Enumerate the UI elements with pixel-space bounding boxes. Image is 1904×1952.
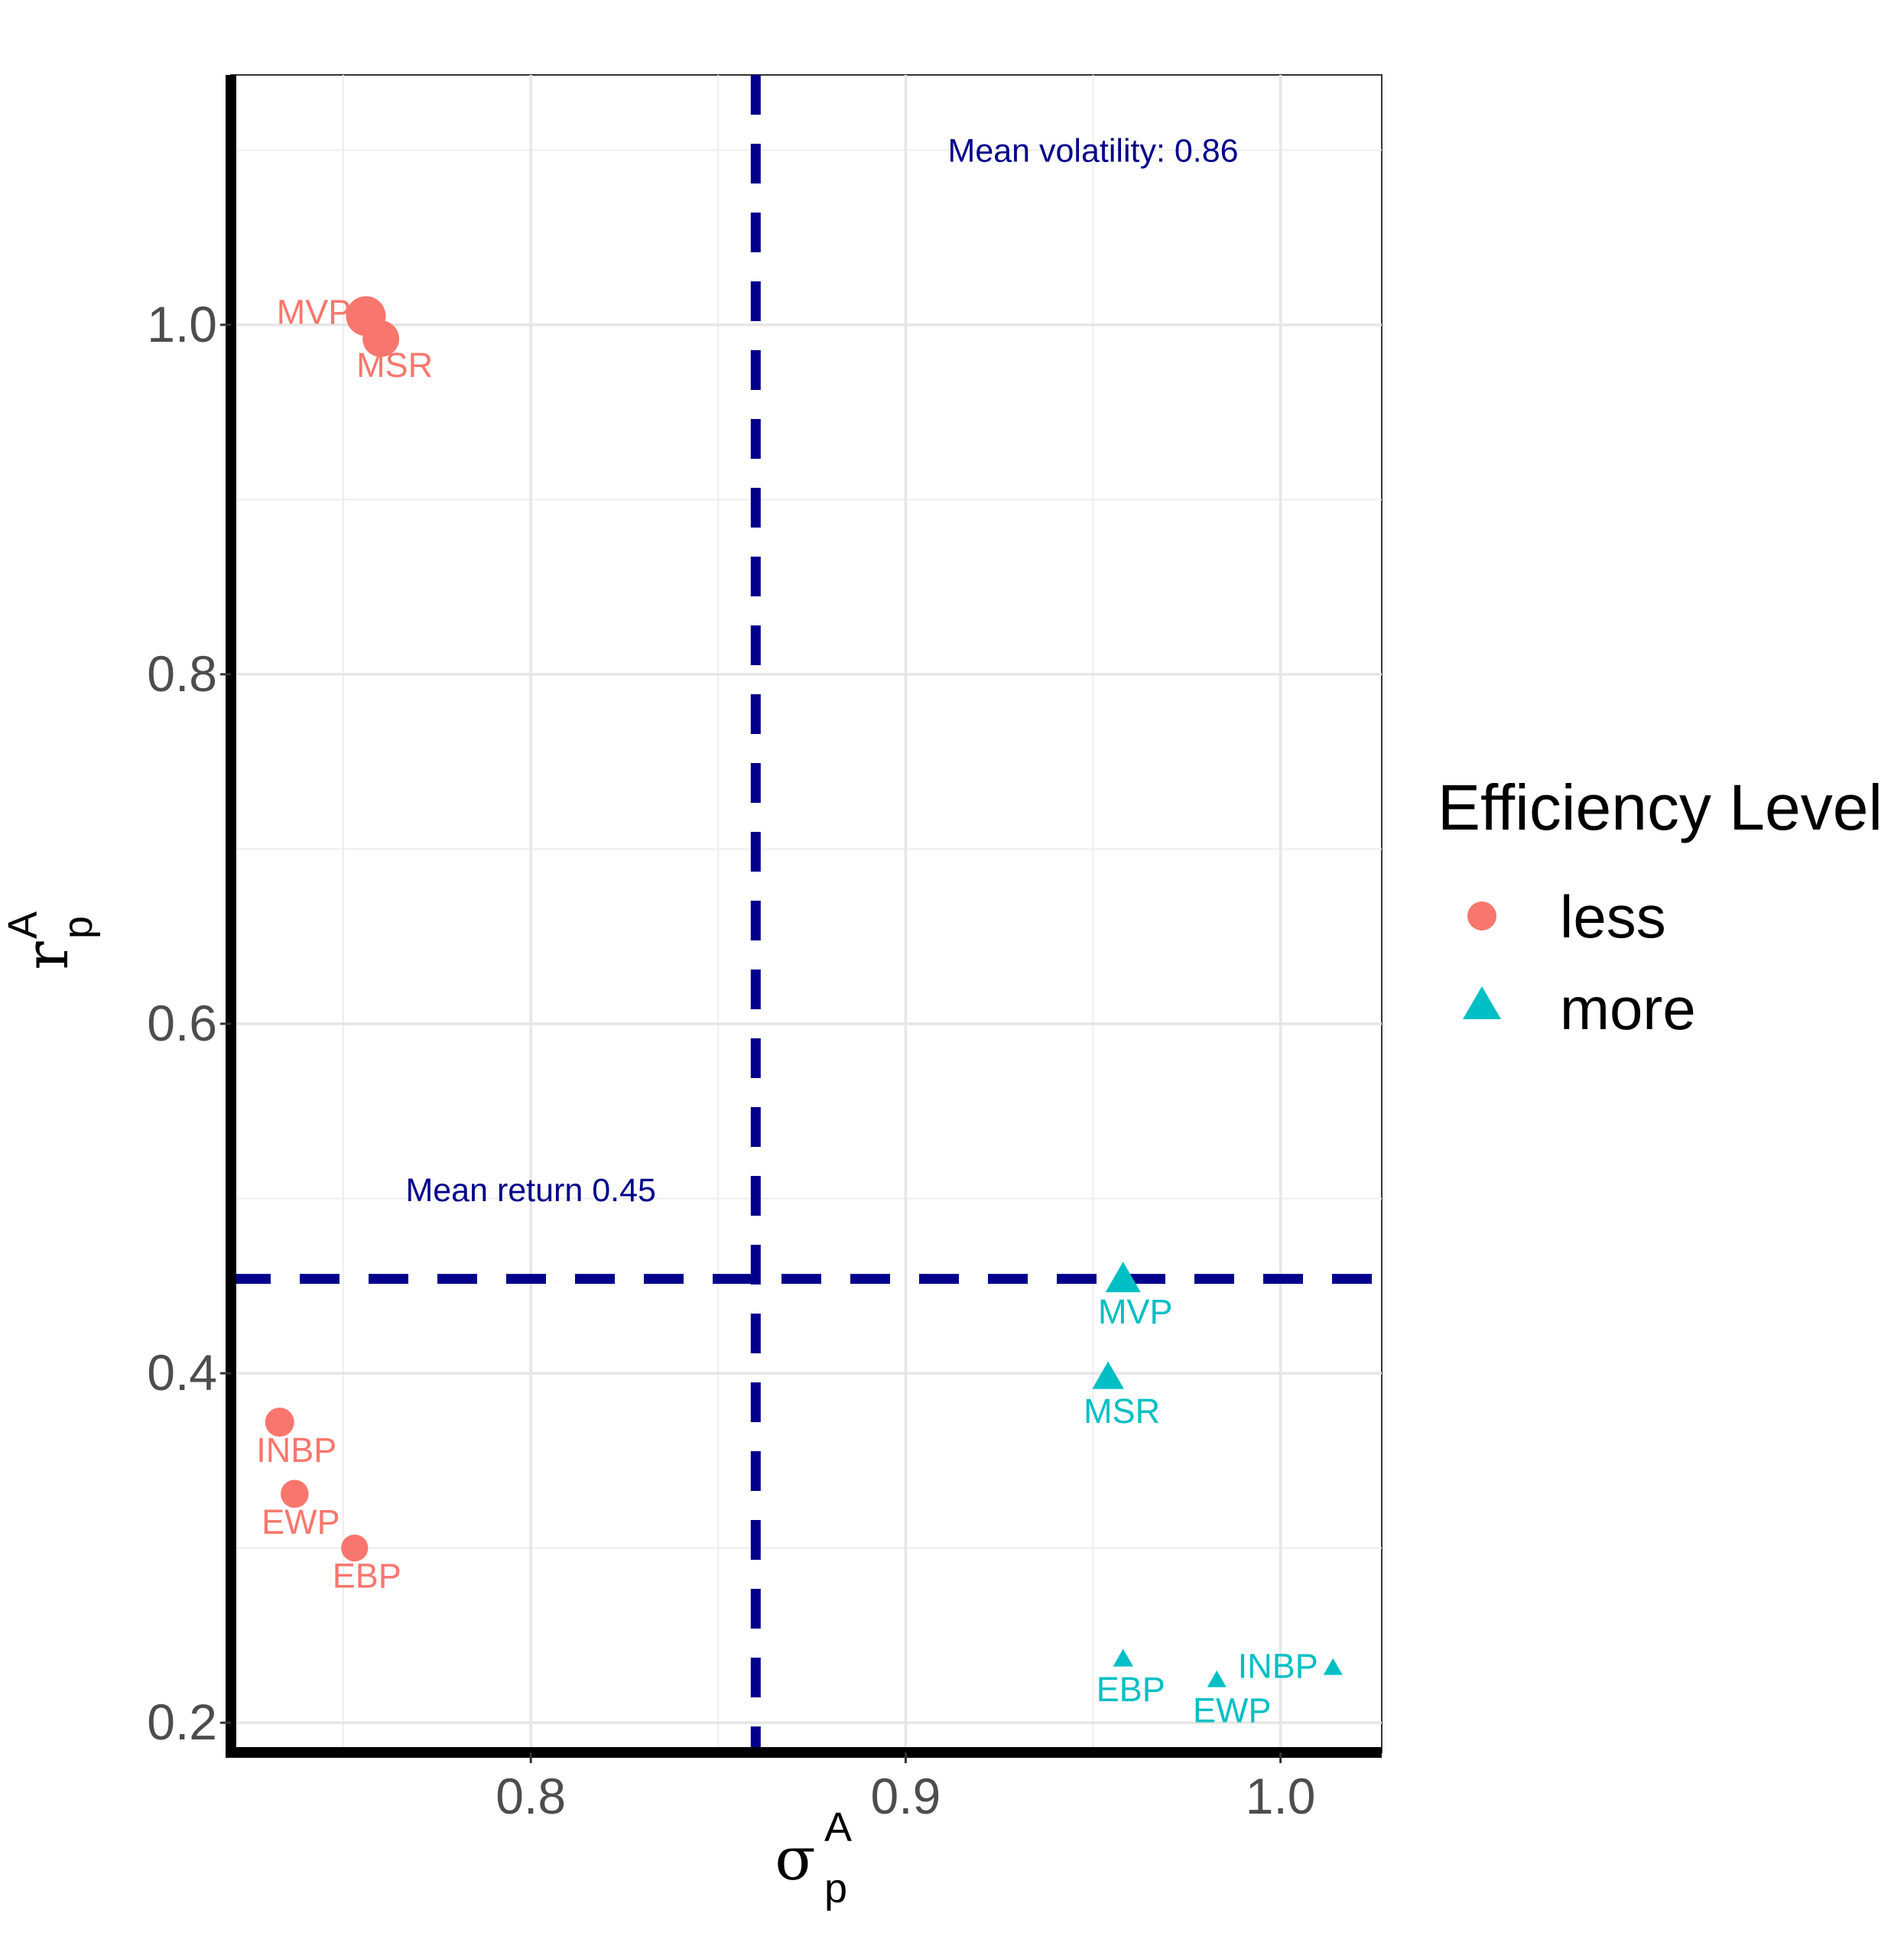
point-label-more-inbp: INBP	[1238, 1646, 1318, 1685]
legend-label-less: less	[1560, 883, 1666, 950]
plot-panel	[230, 74, 1383, 1753]
legend-title: Efficiency Level	[1438, 771, 1883, 843]
annotation-1: Mean return 0.45	[405, 1172, 655, 1209]
point-more-inbp	[1323, 1658, 1343, 1675]
legend-key-less	[1467, 901, 1496, 931]
point-label-less-mvp: MVP	[277, 292, 352, 331]
y-axis-title-superscript: A	[0, 911, 46, 939]
legend-label-more: more	[1560, 975, 1696, 1042]
point-label-more-ebp: EBP	[1097, 1670, 1165, 1709]
y-tick-label: 0.4	[147, 1344, 217, 1401]
point-more-mvp	[1105, 1262, 1141, 1293]
annotation-0: Mean volatility: 0.86	[948, 132, 1239, 169]
point-less-ebp	[341, 1535, 369, 1562]
annotations: Mean volatility: 0.86 Mean return 0.45	[405, 132, 1238, 1209]
point-label-less-ewp: EWP	[262, 1502, 340, 1541]
x-axis-title-text: σ	[775, 1825, 815, 1894]
point-more-ewp	[1207, 1670, 1227, 1687]
y-tick-label: 0.8	[147, 645, 217, 702]
y-tick-label: 0.2	[147, 1694, 217, 1750]
legend: Efficiency Level less more	[1438, 771, 1883, 1042]
x-axis-title-superscript: A	[824, 1804, 852, 1850]
x-tick-label: 0.9	[871, 1768, 941, 1824]
legend-key-more	[1463, 986, 1501, 1019]
point-label-more-msr: MSR	[1084, 1392, 1160, 1431]
y-tick-label: 0.6	[147, 995, 217, 1051]
point-label-less-msr: MSR	[356, 346, 433, 385]
point-less-msr	[362, 320, 399, 357]
point-more-msr	[1092, 1361, 1124, 1389]
y-axis-title-subscript: p	[55, 916, 101, 939]
x-axis-title-subscript: p	[824, 1866, 847, 1911]
data-points	[265, 296, 1343, 1687]
grid	[230, 74, 1383, 1753]
point-less-ewp	[281, 1479, 309, 1509]
x-tick-label: 1.0	[1246, 1768, 1316, 1824]
point-label-less-inbp: INBP	[256, 1431, 336, 1470]
axes	[226, 75, 1382, 1758]
y-tick-label: 1.0	[147, 296, 217, 352]
reference-lines	[231, 75, 1382, 1752]
y-axis-title-text: r	[13, 941, 82, 970]
tick-labels: 0.8 0.9 1.0 0.2 0.4 0.6 0.8 1.0	[147, 296, 1315, 1824]
x-tick-label: 0.8	[495, 1768, 566, 1824]
point-label-more-mvp: MVP	[1098, 1292, 1173, 1331]
point-more-ebp	[1113, 1648, 1134, 1667]
y-axis-title: r A p	[0, 911, 101, 970]
point-less-inbp	[265, 1408, 294, 1437]
point-label-more-ewp: EWP	[1193, 1691, 1272, 1730]
point-label-less-ebp: EBP	[333, 1557, 401, 1596]
x-axis-title: σ A p	[775, 1804, 852, 1911]
